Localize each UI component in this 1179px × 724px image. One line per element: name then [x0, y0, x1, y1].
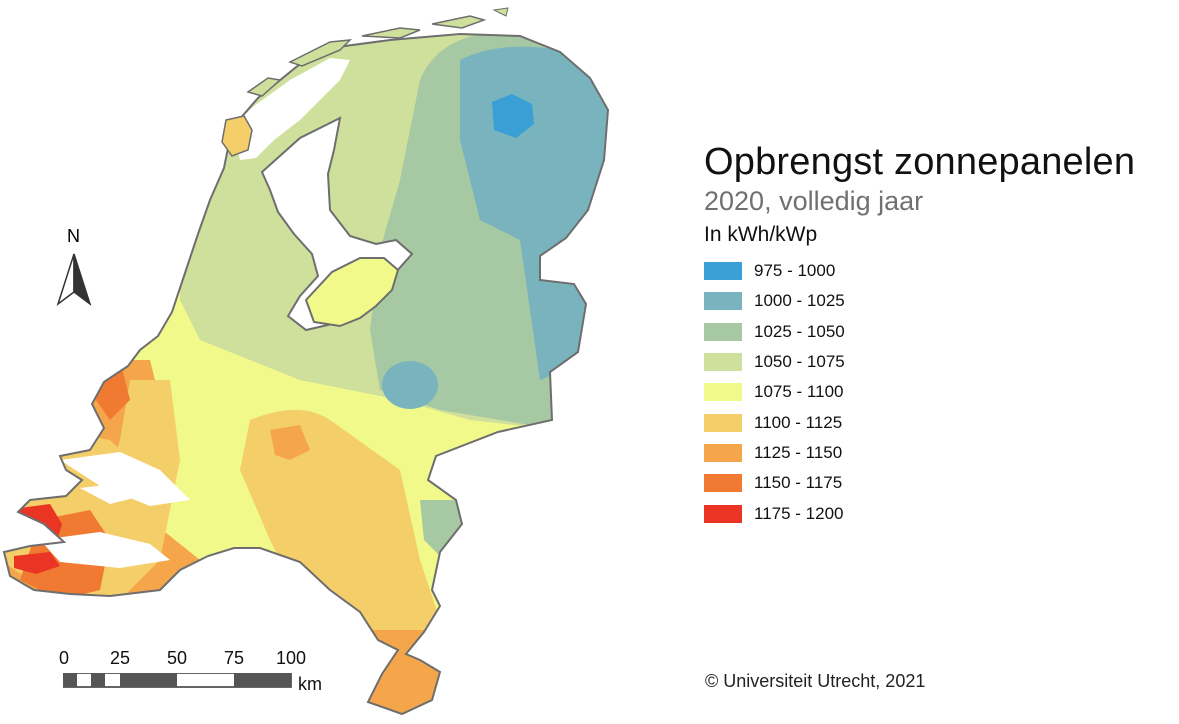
legend-swatch — [704, 353, 742, 372]
scale-tick-25: 25 — [109, 648, 131, 668]
legend-label: 1125 - 1150 — [754, 442, 843, 462]
waddenzee — [232, 58, 350, 160]
netherlands-map — [2, 7, 610, 716]
vlieland — [246, 77, 282, 97]
scale-bar-graphic — [63, 673, 292, 688]
legend-swatch — [704, 383, 742, 402]
credit-text: © Universiteit Utrecht, 2021 — [705, 671, 926, 691]
scale-tick-50: 50 — [166, 648, 188, 668]
legend-item: 1175 - 1200 — [704, 498, 1174, 528]
legend-item: 1100 - 1125 — [704, 407, 1174, 437]
legend-item: 1050 - 1075 — [704, 347, 1174, 377]
map-title: Opbrengst zonnepanelen — [704, 141, 1136, 183]
scale-tick-100: 100 — [275, 648, 307, 668]
legend-area: Opbrengst zonnepanelen 2020, volledig ja… — [704, 140, 1174, 529]
rottumeroog — [492, 7, 509, 17]
legend-swatch — [704, 292, 742, 311]
scale-tick-75: 75 — [223, 648, 245, 668]
texel — [221, 115, 253, 157]
schiermonnikoog — [431, 15, 487, 29]
delta-water-3 — [80, 482, 150, 504]
legend-swatch — [704, 322, 742, 341]
map-subtitle: 2020, volledig jaar — [704, 186, 924, 216]
legend-swatch — [704, 504, 742, 523]
legend-label: 1075 - 1100 — [754, 382, 844, 402]
scale-bar: 0 25 50 75 100 km — [48, 648, 348, 698]
netherlands-outline — [2, 32, 610, 716]
delta-water-1 — [60, 452, 190, 506]
legend-label: 1000 - 1025 — [754, 291, 845, 311]
legend-label: 1050 - 1075 — [754, 352, 845, 372]
legend-swatch — [704, 262, 742, 281]
legend-swatch — [704, 443, 742, 462]
scale-unit: km — [298, 674, 322, 694]
legend-swatch — [704, 413, 742, 432]
north-arrow: N — [52, 226, 96, 312]
terschelling — [288, 39, 353, 67]
flevoland — [304, 257, 400, 328]
legend-label: 975 - 1000 — [754, 261, 836, 281]
legend-label: 1175 - 1200 — [754, 503, 844, 523]
legend-label: 1150 - 1175 — [754, 473, 843, 493]
legend-item: 1125 - 1150 — [704, 438, 1174, 468]
scale-tick-0: 0 — [58, 648, 70, 668]
north-arrow-icon — [56, 253, 92, 307]
ameland — [361, 27, 421, 39]
legend-list: 975 - 1000 1000 - 1025 1025 - 1050 1050 - 1… — [704, 256, 1174, 529]
legend-item: 1000 - 1025 — [704, 286, 1174, 316]
legend-label: 1025 - 1050 — [754, 321, 845, 341]
legend-swatch — [704, 474, 742, 493]
legend-label: 1100 - 1125 — [754, 412, 843, 432]
north-letter: N — [67, 226, 80, 246]
legend-item: 1150 - 1175 — [704, 468, 1174, 498]
legend-item: 975 - 1000 — [704, 256, 1174, 286]
legend-item: 1075 - 1100 — [704, 377, 1174, 407]
legend-unit: In kWh/kWp — [704, 223, 818, 246]
delta-water-2 — [40, 532, 170, 568]
legend-item: 1025 - 1050 — [704, 317, 1174, 347]
